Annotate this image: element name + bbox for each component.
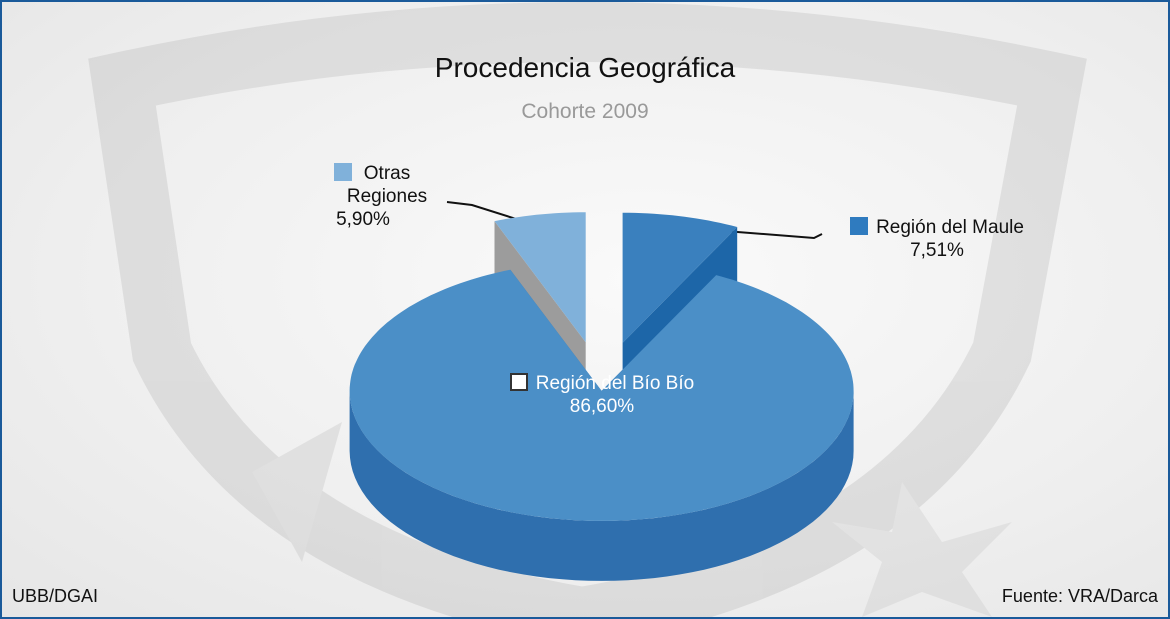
leader-line: [446, 201, 533, 225]
slice-label: Región del Bío Bío 86,60%: [432, 372, 772, 418]
slice-label: Región del Maule 7,51%: [822, 216, 1052, 262]
footer-left: UBB/DGAI: [12, 586, 99, 606]
pie: [349, 212, 854, 581]
legend-label: Región del Bío Bío: [535, 373, 695, 394]
leader-line: [711, 229, 823, 240]
legend-entry: Región del Maule: [822, 216, 1052, 239]
footer-right: Fuente: VRA/Darca: [1001, 586, 1158, 606]
slice: [622, 212, 738, 343]
legend-entry: Región del Bío Bío: [432, 372, 772, 395]
value-label: 86,60%: [569, 396, 635, 417]
slice-side: [349, 390, 854, 581]
slice-label: Otras Regiones 5,90%: [298, 162, 468, 231]
background-shield: [88, 2, 1087, 617]
chart-title: Procedencia Geográfica: [434, 52, 736, 83]
slice: [494, 212, 586, 343]
slice: [349, 269, 854, 521]
value-label: 5,90%: [336, 209, 390, 230]
legend-label: Región del Maule: [876, 217, 1024, 238]
legend-swatch: [509, 373, 528, 391]
chart-subtitle: Cohorte 2009: [521, 100, 649, 123]
legend-swatch: [334, 163, 352, 181]
value-label: 7,51%: [910, 240, 964, 261]
legend-label: Otras Regiones: [346, 163, 428, 207]
legend-entry: Otras Regiones: [298, 162, 468, 208]
legend-swatch: [850, 217, 869, 235]
